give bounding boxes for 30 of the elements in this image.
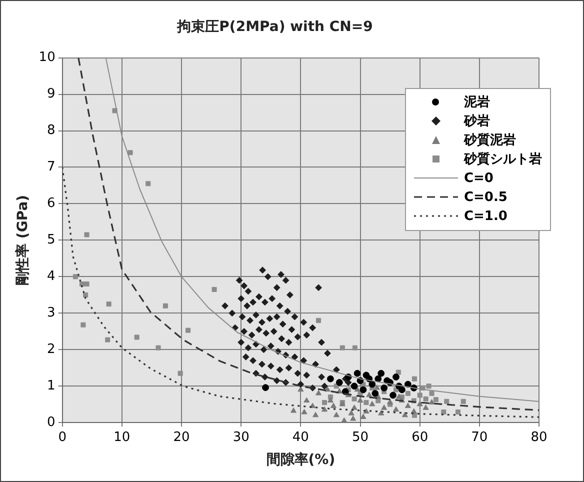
x-axis-title: 間隙率(%) bbox=[266, 451, 336, 468]
x-tick-label: 0 bbox=[58, 430, 66, 445]
legend-label: C=0 bbox=[464, 170, 494, 186]
y-tick-label: 3 bbox=[47, 306, 56, 321]
y-tick-label: 6 bbox=[47, 196, 56, 212]
y-tick-label: 4 bbox=[47, 269, 56, 284]
x-tick-label: 50 bbox=[352, 430, 369, 445]
x-tick-label: 40 bbox=[292, 430, 309, 445]
y-axis-title: 剛性率 (GPa) bbox=[14, 194, 32, 286]
legend-label: C=0.5 bbox=[464, 190, 508, 205]
y-tick-label: 10 bbox=[38, 50, 56, 66]
legend-label: 砂質シルト岩 bbox=[464, 150, 542, 168]
x-tick-label: 70 bbox=[471, 430, 488, 445]
legend-label: 砂質泥岩 bbox=[464, 132, 516, 150]
y-tick-label: 7 bbox=[47, 160, 56, 175]
chart-title: 拘束圧P(2MPa) with CN=9 bbox=[176, 19, 373, 36]
legend-label: C=1.0 bbox=[464, 208, 508, 224]
x-tick-label: 80 bbox=[530, 430, 548, 445]
y-tick-label: 1 bbox=[47, 378, 56, 394]
legend-label: 泥岩 bbox=[464, 94, 490, 112]
y-tick-label: 9 bbox=[47, 86, 56, 102]
x-tick-label: 20 bbox=[173, 430, 190, 445]
legend-label: 砂岩 bbox=[464, 113, 490, 130]
x-tick-label: 30 bbox=[232, 430, 250, 445]
y-tick-label: 5 bbox=[47, 232, 56, 248]
x-tick-label: 60 bbox=[412, 430, 428, 445]
x-tick-label: 10 bbox=[114, 430, 130, 445]
y-tick-label: 2 bbox=[47, 342, 56, 358]
y-tick-label: 0 bbox=[47, 414, 56, 430]
y-tick-label: 8 bbox=[47, 123, 56, 138]
